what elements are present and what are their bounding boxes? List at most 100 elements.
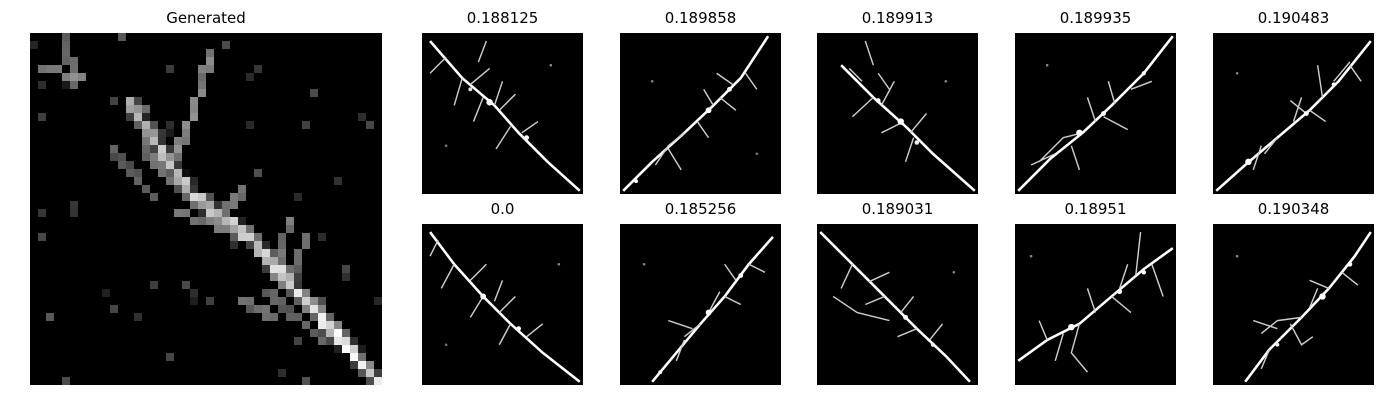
pixel	[374, 369, 382, 377]
pixel	[374, 297, 382, 305]
pixel	[70, 201, 78, 209]
pixel	[134, 105, 142, 113]
pixel	[294, 193, 302, 201]
pixel	[150, 281, 158, 289]
thumbnail-2	[620, 33, 781, 194]
pixel	[302, 241, 310, 249]
thumbnail-6	[422, 224, 583, 385]
pixel	[262, 265, 270, 273]
pixel	[166, 353, 174, 361]
pixel	[62, 41, 70, 49]
pixel	[134, 121, 142, 129]
thumbnail-7	[620, 224, 781, 385]
pixel	[150, 145, 158, 153]
pixel	[118, 153, 126, 161]
pixel	[142, 185, 150, 193]
pixel	[318, 337, 326, 345]
pixel	[262, 249, 270, 257]
pixel	[270, 297, 278, 305]
pixel	[126, 161, 134, 169]
pixel	[366, 121, 374, 129]
pixel	[166, 169, 174, 177]
pixel	[142, 137, 150, 145]
pixel	[342, 345, 350, 353]
generated-image	[30, 33, 382, 385]
pixel	[150, 161, 158, 169]
pixel	[198, 217, 206, 225]
pixel	[190, 185, 198, 193]
pixel	[318, 321, 326, 329]
pixel	[294, 313, 302, 321]
thumbnail-8-canvas	[819, 231, 971, 383]
pixel	[190, 297, 198, 305]
pixel	[254, 169, 262, 177]
pixel	[62, 73, 70, 81]
thumbnail-3	[817, 33, 978, 194]
thumbnail-5	[1213, 33, 1374, 194]
generated-image-canvas	[30, 33, 382, 385]
pixel	[238, 297, 246, 305]
pixel	[150, 129, 158, 137]
pixel	[326, 329, 334, 337]
pixel	[70, 209, 78, 217]
pixel	[158, 129, 166, 137]
pixel	[46, 313, 54, 321]
pixel	[166, 153, 174, 161]
pixel	[174, 185, 182, 193]
pixel	[246, 305, 254, 313]
pixel	[342, 273, 350, 281]
pixel	[366, 361, 374, 369]
pixel	[110, 97, 118, 105]
pixel	[318, 313, 326, 321]
pixel	[254, 249, 262, 257]
pixel	[38, 233, 46, 241]
pixel	[126, 97, 134, 105]
pixel	[286, 305, 294, 313]
pixel	[254, 241, 262, 249]
pixel	[310, 305, 318, 313]
pixel	[110, 145, 118, 153]
pixel	[270, 273, 278, 281]
pixel	[198, 81, 206, 89]
pixel	[358, 369, 366, 377]
pixel	[70, 65, 78, 73]
pixel	[302, 377, 310, 385]
pixel	[278, 257, 286, 265]
thumbnail-8	[817, 224, 978, 385]
pixel	[230, 193, 238, 201]
pixel	[294, 249, 302, 257]
pixel	[310, 89, 318, 97]
pixel	[206, 209, 214, 217]
thumbnail-10-canvas	[1235, 231, 1372, 383]
pixel	[134, 313, 142, 321]
pixel	[174, 153, 182, 161]
pixel	[342, 337, 350, 345]
pixel	[158, 161, 166, 169]
pixel	[142, 153, 150, 161]
pixel	[62, 81, 70, 89]
pixel	[318, 297, 326, 305]
pixel	[142, 105, 150, 113]
pixel	[118, 161, 126, 169]
pixel	[38, 81, 46, 89]
pixel	[318, 233, 326, 241]
pixel	[174, 177, 182, 185]
pixel	[70, 73, 78, 81]
pixel	[238, 233, 246, 241]
pixel	[182, 121, 190, 129]
pixel	[46, 65, 54, 73]
pixel	[262, 257, 270, 265]
pixel	[286, 281, 294, 289]
pixel	[326, 313, 334, 321]
pixel	[238, 193, 246, 201]
pixel	[110, 153, 118, 161]
pixel	[254, 65, 262, 73]
thumb-title-6: 0.0	[490, 200, 515, 218]
pixel	[142, 129, 150, 137]
pixel	[62, 49, 70, 57]
thumbnail-6-canvas	[429, 231, 581, 383]
thumb-title-7: 0.185256	[664, 200, 737, 218]
pixel	[190, 97, 198, 105]
pixel	[310, 329, 318, 337]
thumbnail-3-canvas	[840, 40, 976, 192]
